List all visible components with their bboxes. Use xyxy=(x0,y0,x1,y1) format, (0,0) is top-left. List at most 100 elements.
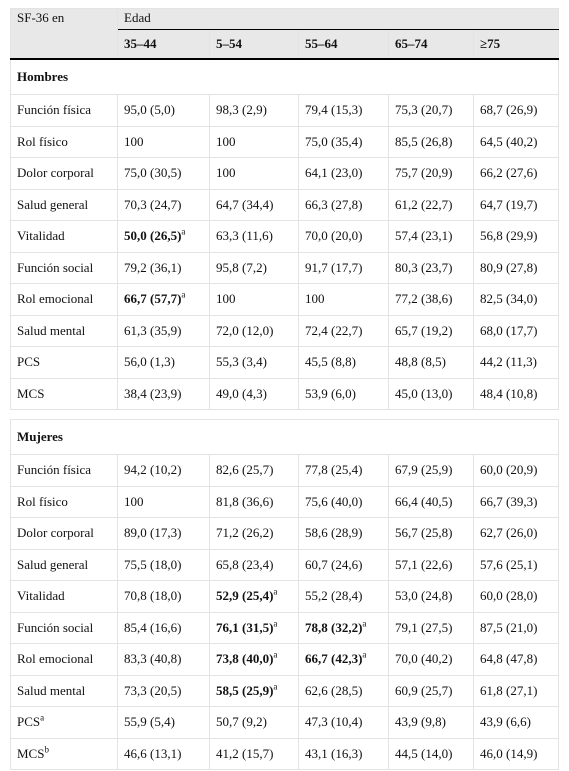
data-row: Rol físico 100 100 75,0 (35,4) 85,5 (26,8) 64… xyxy=(10,125,560,158)
cell-text: 52,9 (25,4) xyxy=(216,588,274,604)
data-cell: 94,2 (10,2) xyxy=(117,454,210,487)
data-cell: 62,7 (26,0) xyxy=(472,517,560,550)
row-label: Salud general xyxy=(10,188,118,221)
data-cell: 85,5 (26,8) xyxy=(388,125,474,158)
data-cell: 73,8 (40,0)a xyxy=(209,643,299,676)
column-header: 55–64 xyxy=(298,29,389,60)
cell-text: 50,0 (26,5) xyxy=(124,228,182,244)
data-cell: 75,5 (18,0) xyxy=(117,548,210,581)
row-label: Rol emocional xyxy=(10,643,118,676)
data-cell: 66,7 (39,3) xyxy=(472,485,560,518)
footnote-mark: a xyxy=(181,289,186,300)
data-cell: 79,2 (36,1) xyxy=(117,251,210,284)
data-cell: 44,5 (14,0) xyxy=(388,737,474,770)
row-label: PCSa xyxy=(10,706,118,739)
row-label: PCS xyxy=(10,346,118,379)
data-cell: 61,2 (22,7) xyxy=(388,188,474,221)
section-row: Hombres xyxy=(9,58,560,95)
data-cell: 52,9 (25,4)a xyxy=(209,580,299,613)
data-cell: 78,8 (32,2)a xyxy=(298,611,389,644)
cell-text: 73,8 (40,0) xyxy=(216,651,274,667)
data-cell: 77,2 (38,6) xyxy=(388,283,474,316)
data-cell: 60,9 (25,7) xyxy=(388,674,474,707)
column-header: 5–54 xyxy=(209,29,299,60)
data-cell: 89,0 (17,3) xyxy=(117,517,210,550)
data-cell: 64,5 (40,2) xyxy=(472,125,560,158)
cell-text: 66,7 (42,3) xyxy=(305,651,363,667)
data-cell: 70,3 (24,7) xyxy=(117,188,210,221)
data-cell: 66,3 (27,8) xyxy=(298,188,389,221)
data-cell: 62,6 (28,5) xyxy=(298,674,389,707)
data-row: Vitalidad 70,8 (18,0) 52,9 (25,4)a 55,2 (28… xyxy=(10,580,560,613)
data-cell: 98,3 (2,9) xyxy=(209,94,299,127)
data-row: Función social 85,4 (16,6) 76,1 (31,5)a 78,… xyxy=(10,611,560,644)
data-cell: 72,4 (22,7) xyxy=(298,314,389,347)
data-cell: 67,9 (25,9) xyxy=(388,454,474,487)
data-cell: 63,3 (11,6) xyxy=(209,220,299,253)
row-label: Vitalidad xyxy=(10,220,118,253)
data-row: MCSb 46,6 (13,1) 41,2 (15,7) 43,1 (16,3) 44,… xyxy=(10,737,560,770)
data-cell: 47,3 (10,4) xyxy=(298,706,389,739)
data-cell: 65,7 (19,2) xyxy=(388,314,474,347)
data-cell: 38,4 (23,9) xyxy=(117,377,210,410)
data-cell: 53,9 (6,0) xyxy=(298,377,389,410)
data-cell: 55,3 (3,4) xyxy=(209,346,299,379)
table-body: Hombres Función física 95,0 (5,0) 98,3 (2,9… xyxy=(9,58,560,770)
data-cell: 48,8 (8,5) xyxy=(388,346,474,379)
footnote-mark: a xyxy=(362,618,367,629)
data-cell: 46,6 (13,1) xyxy=(117,737,210,770)
data-cell: 46,0 (14,9) xyxy=(472,737,560,770)
data-cell: 64,7 (34,4) xyxy=(209,188,299,221)
data-cell: 76,1 (31,5)a xyxy=(209,611,299,644)
cell-text: 66,7 (57,7) xyxy=(124,291,182,307)
footnote-mark: a xyxy=(273,618,278,629)
data-row: Salud general 75,5 (18,0) 65,8 (23,4) 60,7 … xyxy=(10,548,560,581)
data-row: Salud mental 61,3 (35,9) 72,0 (12,0) 72,4 (… xyxy=(10,314,560,347)
data-cell: 77,8 (25,4) xyxy=(298,454,389,487)
data-cell: 66,7 (57,7)a xyxy=(117,283,210,316)
cell-text: PCS xyxy=(17,714,41,730)
data-cell: 75,6 (40,0) xyxy=(298,485,389,518)
data-cell: 41,2 (15,7) xyxy=(209,737,299,770)
data-cell: 73,3 (20,5) xyxy=(117,674,210,707)
data-row: Rol emocional 66,7 (57,7)a 100 100 77,2 (38,… xyxy=(10,283,560,316)
data-cell: 43,9 (6,6) xyxy=(472,706,560,739)
data-cell: 56,8 (29,9) xyxy=(472,220,560,253)
data-cell: 80,9 (27,8) xyxy=(472,251,560,284)
data-cell: 44,2 (11,3) xyxy=(472,346,560,379)
data-cell: 100 xyxy=(298,283,389,316)
header-row: SF-36 en Edad xyxy=(10,8,560,60)
data-cell: 100 xyxy=(209,125,299,158)
data-cell: 82,5 (34,0) xyxy=(472,283,560,316)
data-row: Dolor corporal 89,0 (17,3) 71,2 (26,2) 58,6… xyxy=(10,517,560,550)
data-cell: 61,3 (35,9) xyxy=(117,314,210,347)
footnote-mark: a xyxy=(362,649,367,660)
data-row: PCSa 55,9 (5,4) 50,7 (9,2) 47,3 (10,4) 43,9 … xyxy=(10,706,560,739)
data-cell: 82,6 (25,7) xyxy=(209,454,299,487)
row-label: Salud mental xyxy=(10,674,118,707)
cell-text: MCS xyxy=(17,745,45,761)
footnote-mark: a xyxy=(181,226,186,237)
data-row: Dolor corporal 75,0 (30,5) 100 64,1 (23,0) 7… xyxy=(10,157,560,190)
column-header: ≥75 xyxy=(472,29,560,60)
data-row: Rol físico 100 81,8 (36,6) 75,6 (40,0) 66,4 … xyxy=(10,485,560,518)
section-row: Mujeres xyxy=(9,419,560,455)
cell-text: 58,5 (25,9) xyxy=(216,682,274,698)
row-label: Dolor corporal xyxy=(10,157,118,190)
column-header-row: 35–44 5–54 55–64 65–74 ≥75 xyxy=(11,29,560,60)
data-cell: 70,0 (20,0) xyxy=(298,220,389,253)
data-row: Vitalidad 50,0 (26,5)a 63,3 (11,6) 70,0 (20… xyxy=(10,220,560,253)
cell-text: 76,1 (31,5) xyxy=(216,619,274,635)
data-cell: 43,1 (16,3) xyxy=(298,737,389,770)
section-gap xyxy=(10,409,559,420)
data-cell: 57,4 (23,1) xyxy=(388,220,474,253)
data-cell: 60,7 (24,6) xyxy=(298,548,389,581)
table-header: SF-36 en Edad 35–44 5–54 55–64 65–74 ≥75 xyxy=(10,8,560,60)
row-label: Salud mental xyxy=(10,314,118,347)
data-cell: 81,8 (36,6) xyxy=(209,485,299,518)
data-cell: 66,2 (27,6) xyxy=(472,157,560,190)
footnote-mark: a xyxy=(273,649,278,660)
data-cell: 100 xyxy=(209,157,299,190)
data-cell: 72,0 (12,0) xyxy=(209,314,299,347)
